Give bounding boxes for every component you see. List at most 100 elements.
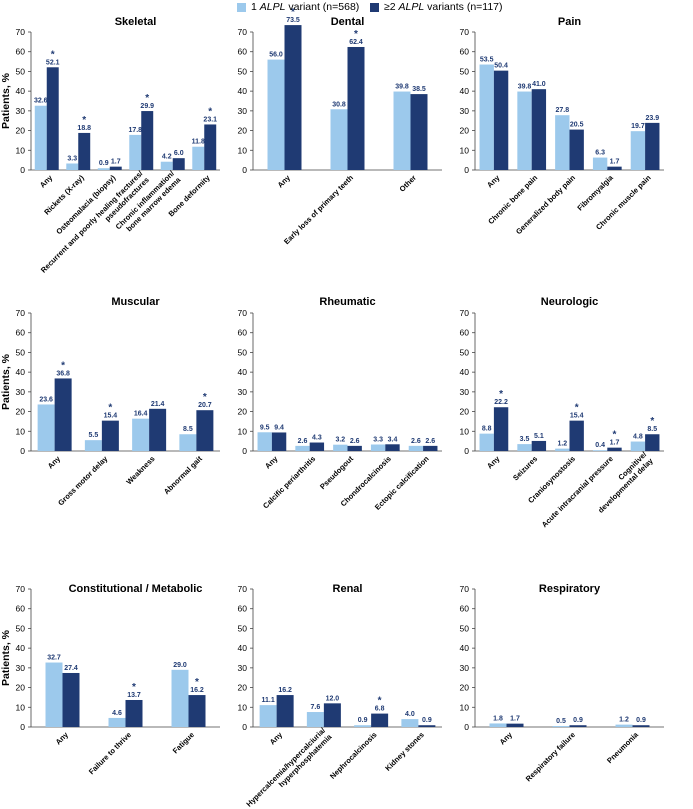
x-tick-label: Any — [38, 173, 55, 190]
y-tick-label: 50 — [16, 623, 26, 633]
bar-series1 — [354, 725, 372, 727]
bar-series2 — [632, 725, 650, 727]
y-tick-label: 10 — [460, 145, 470, 155]
y-tick-label: 30 — [460, 106, 470, 116]
bar-series2 — [188, 695, 206, 727]
bar-series2 — [493, 70, 509, 170]
bar-series2 — [54, 378, 72, 451]
significance-marker: * — [145, 93, 149, 104]
bar-series1 — [330, 109, 348, 170]
significance-marker: * — [613, 430, 617, 441]
data-label-series1: 11.8 — [192, 139, 205, 146]
data-label-series1: 0.9 — [99, 160, 109, 167]
x-tick-label: Abnormal gait — [162, 454, 204, 496]
bar-series2 — [62, 672, 80, 727]
x-tick-label-line: Any — [268, 730, 285, 747]
data-label-series1: 0.4 — [595, 442, 605, 449]
bar-series2 — [569, 129, 584, 170]
panel-dental: Dental01020304050607056.073.5*Any30.862.… — [238, 7, 442, 246]
bar-series2 — [284, 25, 302, 170]
y-axis-label: Patients, % — [0, 629, 12, 686]
y-tick-label: 50 — [460, 66, 470, 76]
x-tick-label: Weakness — [124, 454, 156, 486]
panel-muscular: Muscular 0 10 20 30 40 50 60 70 Patients, % 23.6 36… — [0, 296, 220, 507]
x-tick-label-line: Pneumonia — [605, 730, 641, 766]
bar-series1 — [630, 441, 646, 451]
bar-series2 — [46, 67, 59, 170]
bar-series2 — [347, 46, 365, 170]
significance-marker: * — [291, 7, 295, 18]
data-label-series1: 53.5 — [480, 57, 494, 64]
data-label-series2: 1.7 — [111, 159, 121, 166]
x-tick-label-line: Respiratory failure — [524, 730, 577, 783]
y-tick-label: 0 — [20, 722, 25, 732]
y-tick-label: 70 — [238, 308, 248, 318]
x-tick-label-line: Seizures — [511, 454, 539, 482]
bar-series1 — [179, 434, 197, 451]
data-label-series1: 32.7 — [47, 655, 61, 662]
significance-marker: * — [575, 403, 579, 414]
y-tick-label: 0 — [20, 446, 25, 456]
legend-swatch-series1 — [237, 2, 246, 12]
x-tick-label: Pneumonia — [605, 730, 641, 766]
y-tick-label: 40 — [460, 643, 470, 653]
y-tick-label: 70 — [460, 27, 470, 37]
x-tick-label: Early loss of primary teeth — [282, 173, 355, 246]
y-axis-label: Patients, % — [0, 72, 12, 129]
data-label-series2: 16.2 — [190, 687, 204, 694]
data-label-series1: 1.8 — [493, 715, 503, 722]
significance-marker: * — [499, 389, 503, 400]
data-label-series1: 11.1 — [262, 697, 275, 704]
significance-marker: * — [650, 416, 654, 427]
bar-series1 — [489, 723, 507, 727]
bar-series2 — [276, 695, 294, 727]
y-tick-label: 30 — [16, 663, 26, 673]
significance-marker: * — [108, 403, 112, 414]
data-label-series1: 3.5 — [520, 436, 530, 443]
y-tick-label: 60 — [238, 328, 248, 338]
legend-swatch-series2 — [370, 2, 379, 12]
bar-series1 — [517, 444, 532, 451]
x-tick-label: Failure to thrive — [87, 730, 133, 776]
x-tick-label-line: Gross motor delay — [56, 454, 110, 508]
data-label-series1: 16.4 — [134, 411, 148, 418]
x-tick-label: Any — [268, 730, 285, 747]
data-label-series2: 0.9 — [422, 717, 432, 724]
y-tick-label: 10 — [460, 426, 470, 436]
bar-series2 — [569, 420, 584, 451]
x-tick-label: Any — [485, 454, 502, 471]
x-tick-label-line: Any — [54, 730, 71, 747]
data-label-series1: 9.5 — [260, 424, 270, 431]
y-tick-label: 30 — [460, 387, 470, 397]
data-label-series1: 29.0 — [173, 662, 187, 669]
data-label-series1: 0.9 — [358, 717, 368, 724]
y-tick-label: 40 — [16, 367, 26, 377]
x-tick-label: Fibromyalgia — [575, 173, 615, 213]
x-tick-label-line: Kidney stones — [383, 730, 426, 773]
y-tick-label: 20 — [460, 407, 470, 417]
x-tick-label: Hypercalcemia/hypercalciuria/hyperphosph… — [244, 725, 334, 809]
bar-series2 — [493, 407, 509, 451]
data-label-series2: 18.8 — [77, 125, 91, 132]
y-axis-label: Patients, % — [0, 353, 12, 410]
significance-marker: * — [132, 682, 136, 693]
y-tick-label: 10 — [238, 145, 248, 155]
data-label-series1: 3.3 — [67, 155, 77, 162]
bar-series1 — [132, 418, 150, 451]
x-tick-label: Respiratory failure — [524, 730, 577, 783]
x-tick-label: Pseudogout — [318, 454, 355, 491]
bar-series2 — [506, 723, 524, 727]
bar-series2 — [149, 408, 167, 451]
y-tick-label: 60 — [16, 328, 26, 338]
panel-title: Constitutional / Metabolic — [69, 583, 203, 595]
data-label-series2: 50.4 — [494, 63, 508, 70]
data-label-series1: 1.2 — [557, 441, 567, 448]
y-tick-label: 10 — [16, 426, 26, 436]
y-tick-label: 20 — [16, 407, 26, 417]
y-tick-label: 60 — [238, 604, 248, 614]
x-tick-label-line: Any — [46, 454, 63, 471]
bar-series1 — [37, 404, 55, 451]
panel-respiratory: Respiratory 0 10 20 30 40 50 60 70 1.8 1.7 Any 0.5 0.… — [460, 583, 664, 783]
data-label-series2: 9.4 — [274, 424, 284, 431]
